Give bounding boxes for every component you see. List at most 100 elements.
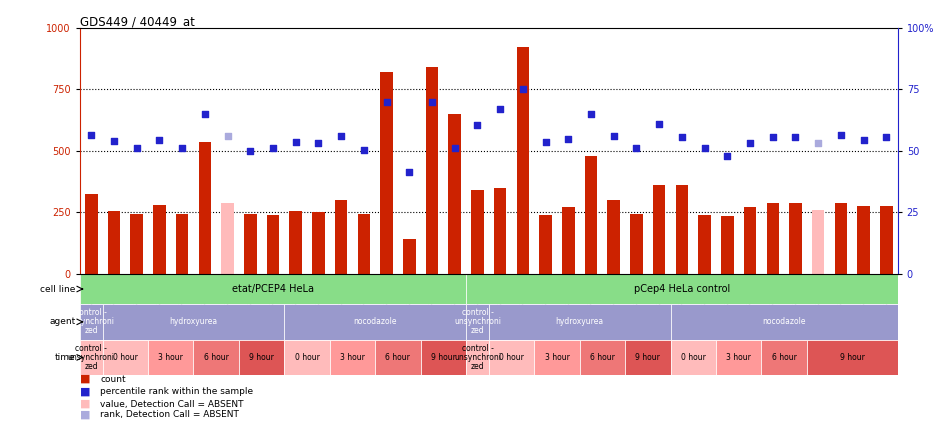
Point [697, 145, 713, 152]
Text: control -
unsynchroni
zed: control - unsynchroni zed [454, 308, 501, 335]
Bar [721, 216, 733, 274]
Point [743, 140, 758, 147]
Point [834, 131, 849, 138]
Bar [312, 213, 324, 274]
Bar [267, 215, 279, 274]
Bar [149, 340, 194, 375]
Bar [761, 340, 807, 375]
Bar [653, 185, 666, 274]
Bar [221, 202, 234, 274]
Text: ■: ■ [80, 374, 90, 383]
Bar [534, 340, 580, 375]
Bar [630, 213, 643, 274]
Point [584, 110, 599, 117]
Bar [807, 340, 898, 375]
Bar [466, 340, 489, 375]
Text: control -
unsynchroni
zed: control - unsynchroni zed [68, 344, 115, 371]
Bar [381, 72, 393, 274]
Point [493, 106, 508, 112]
Bar [716, 340, 761, 375]
Text: pCep4 HeLa control: pCep4 HeLa control [634, 284, 730, 294]
Text: 6 hour: 6 hour [772, 353, 796, 362]
Text: 0 hour: 0 hour [294, 353, 320, 362]
Bar [471, 190, 484, 274]
Bar [835, 202, 847, 274]
Text: cell line: cell line [40, 285, 76, 294]
Bar [335, 200, 348, 274]
Bar [466, 274, 898, 304]
Text: percentile rank within the sample: percentile rank within the sample [101, 387, 254, 396]
Text: 9 hour: 9 hour [431, 353, 456, 362]
Point [538, 139, 553, 146]
Point [425, 98, 440, 105]
Text: 6 hour: 6 hour [204, 353, 228, 362]
Text: nocodazole: nocodazole [353, 317, 397, 326]
Point [129, 145, 144, 152]
Text: ■: ■ [80, 399, 90, 409]
Bar [244, 213, 257, 274]
Point [470, 121, 485, 128]
Text: 9 hour: 9 hour [839, 353, 865, 362]
Bar [80, 304, 102, 340]
Point [379, 98, 394, 105]
Point [197, 110, 212, 117]
Bar [330, 340, 375, 375]
Bar [580, 340, 625, 375]
Bar [102, 304, 285, 340]
Text: rank, Detection Call = ABSENT: rank, Detection Call = ABSENT [101, 410, 239, 420]
Text: control -
unsynchroni
zed: control - unsynchroni zed [454, 344, 501, 371]
Bar [670, 304, 898, 340]
Bar [176, 213, 188, 274]
Text: 0 hour: 0 hour [681, 353, 706, 362]
Point [175, 145, 190, 152]
Point [651, 120, 666, 127]
Point [674, 134, 689, 141]
Bar [676, 185, 688, 274]
Bar [284, 304, 466, 340]
Text: value, Detection Call = ABSENT: value, Detection Call = ABSENT [101, 400, 243, 409]
Text: 0 hour: 0 hour [113, 353, 138, 362]
Bar [607, 200, 620, 274]
Bar [494, 188, 507, 274]
Text: 3 hour: 3 hour [544, 353, 570, 362]
Bar [198, 142, 212, 274]
Text: agent: agent [50, 317, 76, 326]
Point [810, 140, 825, 147]
Bar [766, 202, 779, 274]
Text: GDS449 / 40449_at: GDS449 / 40449_at [80, 14, 195, 28]
Text: control -
unsynchroni
zed: control - unsynchroni zed [68, 308, 115, 335]
Bar [284, 340, 330, 375]
Text: hydroxyurea: hydroxyurea [169, 317, 217, 326]
Text: 9 hour: 9 hour [635, 353, 660, 362]
Text: 3 hour: 3 hour [158, 353, 183, 362]
Bar [108, 211, 120, 274]
Bar [85, 194, 98, 274]
Text: hydroxyurea: hydroxyurea [556, 317, 603, 326]
Text: 3 hour: 3 hour [340, 353, 365, 362]
Point [265, 145, 280, 152]
Text: 3 hour: 3 hour [727, 353, 751, 362]
Bar [670, 340, 716, 375]
Bar [562, 207, 574, 274]
Bar [131, 213, 143, 274]
Bar [466, 304, 489, 340]
Text: count: count [101, 374, 126, 383]
Bar [239, 340, 285, 375]
Bar [194, 340, 239, 375]
Bar [812, 210, 824, 274]
Bar [153, 205, 165, 274]
Bar [448, 114, 461, 274]
Text: etat/PCEP4 HeLa: etat/PCEP4 HeLa [232, 284, 314, 294]
Bar [880, 206, 893, 274]
Text: 6 hour: 6 hour [385, 353, 411, 362]
Point [720, 153, 735, 159]
Bar [403, 239, 415, 274]
Text: time: time [55, 353, 76, 362]
Text: 9 hour: 9 hour [249, 353, 274, 362]
Bar [375, 340, 421, 375]
Bar [625, 340, 670, 375]
Point [220, 132, 235, 139]
Point [606, 132, 621, 139]
Point [856, 136, 871, 143]
Bar [857, 206, 870, 274]
